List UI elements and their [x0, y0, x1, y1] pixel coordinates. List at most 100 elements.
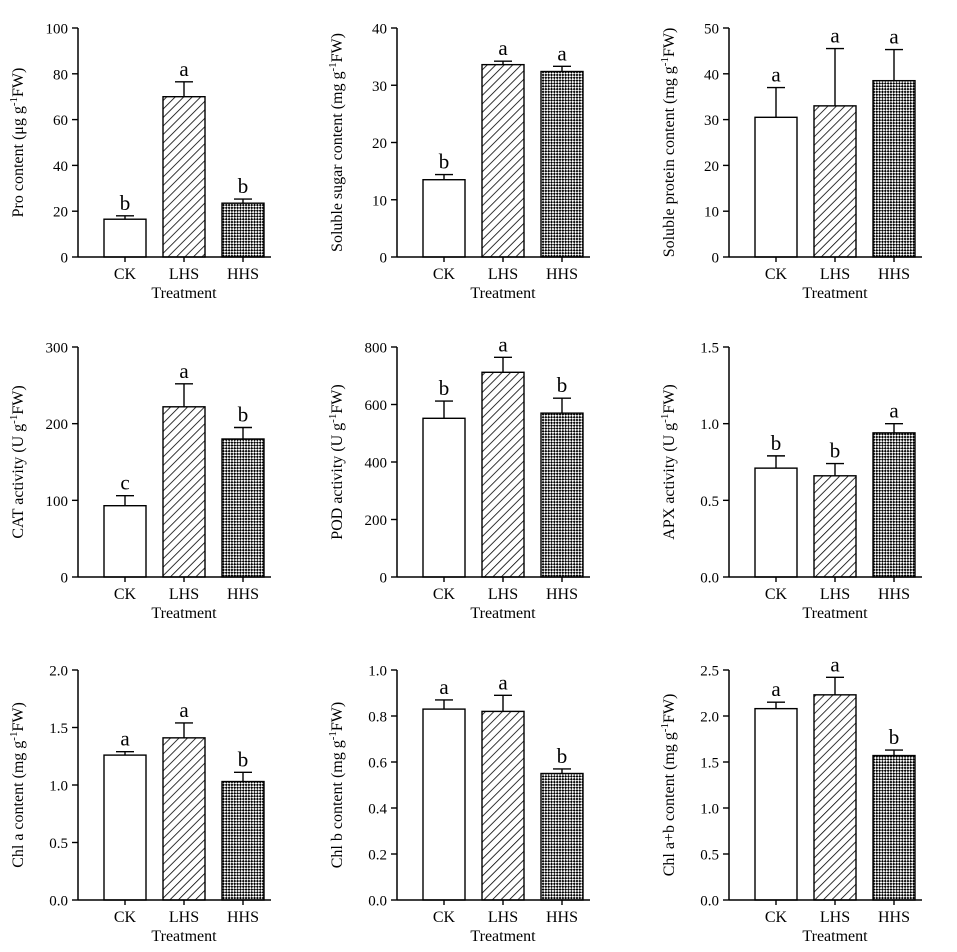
y-tick-label: 2.0	[700, 710, 719, 726]
significance-letter: b	[238, 174, 249, 198]
x-tick-label: HHS	[878, 586, 910, 603]
x-tick-label: LHS	[488, 586, 518, 603]
x-tick-label: CK	[114, 266, 137, 283]
y-tick-label: 0.5	[700, 494, 719, 510]
y-axis-title: APX activity (U g-1FW)	[659, 384, 678, 539]
y-tick-label: 1.0	[700, 417, 719, 433]
y-tick-label: 30	[704, 113, 719, 129]
significance-letter: b	[439, 376, 450, 400]
y-tick-label: 1.5	[700, 341, 719, 357]
bar-hhs	[540, 70, 584, 258]
y-tick-label: 800	[365, 341, 388, 357]
y-tick-label: 40	[704, 67, 719, 83]
bar-ck	[103, 505, 147, 578]
y-axis-title: POD activity (U g-1FW)	[327, 384, 346, 539]
bar-ck	[422, 708, 466, 901]
bar-hhs	[540, 412, 584, 578]
y-tick-label: 200	[46, 417, 69, 433]
y-tick-label: 0.2	[368, 848, 387, 864]
bar-ck	[754, 116, 798, 258]
significance-letter: b	[557, 744, 568, 768]
y-tick-label: 0.8	[368, 710, 387, 726]
x-axis-title: Treatment	[151, 605, 217, 622]
chart-panel-3: a CK a LHS a HHS 0 10 20 30 40 50 Treatment Soluble p…	[659, 22, 922, 302]
chart-panel-9: a CK a LHS b HHS 0.0 0.5 1.0 1.5 2.0 2.5 Treatment Ch…	[659, 652, 922, 945]
significance-letter: a	[179, 698, 189, 722]
bar-ck	[103, 218, 147, 258]
y-tick-label: 300	[46, 341, 69, 357]
x-tick-label: HHS	[227, 586, 259, 603]
bar-ck	[103, 754, 147, 901]
y-tick-label: 40	[372, 22, 387, 38]
significance-letter: a	[830, 24, 840, 48]
x-tick-label: CK	[765, 266, 788, 283]
x-axis-title: Treatment	[151, 928, 217, 945]
significance-letter: c	[120, 471, 129, 495]
significance-letter: a	[830, 652, 840, 676]
y-tick-label: 1.5	[700, 756, 719, 772]
y-tick-label: 0.5	[700, 848, 719, 864]
bar-lhs	[162, 95, 206, 258]
significance-letter: b	[830, 439, 841, 463]
bar-hhs	[540, 772, 584, 901]
significance-letter: a	[889, 25, 899, 49]
bar-hhs	[221, 780, 265, 901]
significance-letter: a	[179, 359, 189, 383]
y-tick-label: 20	[704, 159, 719, 175]
y-axis-title: Soluble protein content (mg g-1FW)	[659, 28, 678, 258]
bar-lhs	[481, 63, 525, 258]
x-axis-title: Treatment	[802, 928, 868, 945]
y-tick-label: 60	[53, 113, 68, 129]
bar-hhs	[872, 79, 916, 258]
bar-ck	[422, 179, 466, 258]
y-tick-label: 100	[46, 22, 69, 38]
significance-letter: a	[557, 41, 567, 65]
x-tick-label: HHS	[878, 909, 910, 926]
y-tick-label: 10	[704, 205, 719, 221]
bar-lhs	[162, 737, 206, 901]
significance-letter: b	[238, 747, 249, 771]
bar-ck	[754, 467, 798, 578]
y-tick-label: 2.0	[49, 664, 68, 680]
x-tick-label: LHS	[488, 909, 518, 926]
x-tick-label: HHS	[227, 909, 259, 926]
significance-letter: a	[498, 332, 508, 356]
bar-hhs	[872, 432, 916, 578]
y-tick-label: 40	[53, 159, 68, 175]
x-tick-label: CK	[433, 909, 456, 926]
x-tick-label: HHS	[878, 266, 910, 283]
y-tick-label: 1.5	[49, 721, 68, 737]
x-axis-title: Treatment	[802, 285, 868, 302]
y-tick-label: 0	[61, 571, 69, 587]
y-axis-title: Chl b content (mg g-1FW)	[327, 702, 346, 868]
bar-lhs	[813, 694, 857, 901]
significance-letter: a	[889, 399, 899, 423]
x-axis-title: Treatment	[470, 928, 536, 945]
x-tick-label: CK	[433, 266, 456, 283]
y-tick-label: 0	[380, 571, 388, 587]
x-tick-label: HHS	[546, 909, 578, 926]
y-axis-title: Chl a+b content (mg g-1FW)	[659, 694, 678, 877]
y-tick-label: 2.5	[700, 664, 719, 680]
chart-panel-7: a CK a LHS b HHS 0.0 0.5 1.0 1.5 2.0 Treatment Chl a…	[8, 664, 271, 945]
significance-letter: b	[557, 373, 568, 397]
x-axis-title: Treatment	[470, 605, 536, 622]
y-tick-label: 600	[365, 398, 388, 414]
bar-lhs	[481, 371, 525, 578]
x-axis-title: Treatment	[151, 285, 217, 302]
y-tick-label: 20	[53, 205, 68, 221]
x-tick-label: LHS	[169, 909, 199, 926]
chart-panel-5: b CK a LHS b HHS 0 200 400 600 800 Treatment POD act…	[327, 332, 590, 622]
y-axis-title: Chl a content (mg g-1FW)	[8, 702, 27, 868]
significance-letter: a	[498, 36, 508, 60]
x-tick-label: LHS	[488, 266, 518, 283]
y-axis-title: CAT activity (U g-1FW)	[8, 385, 27, 538]
significance-letter: b	[238, 403, 249, 427]
y-tick-label: 0.0	[700, 894, 719, 910]
y-tick-label: 400	[365, 456, 388, 472]
x-tick-label: CK	[765, 586, 788, 603]
bar-lhs	[481, 710, 525, 901]
x-tick-label: HHS	[546, 586, 578, 603]
y-tick-label: 10	[372, 193, 387, 209]
